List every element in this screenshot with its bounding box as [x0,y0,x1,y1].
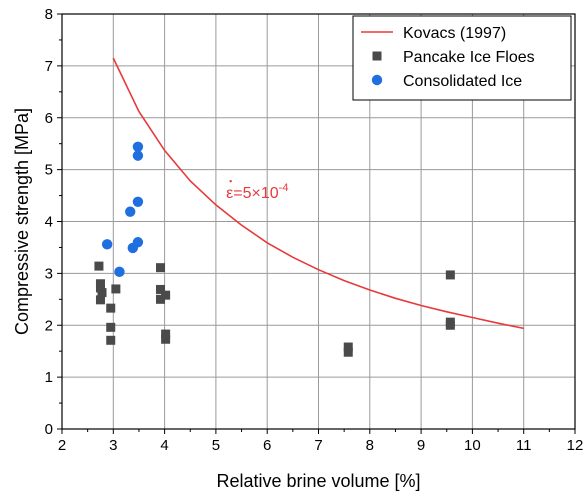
x-tick-label: 5 [212,437,220,454]
legend-label: Consolidated Ice [403,73,522,90]
kovacs-curve-layer [112,57,524,330]
legend-circle-swatch [371,74,383,86]
annotation-exponent: -4 [279,182,289,194]
y-tick-label: 1 [45,369,53,386]
x-tick-label: 9 [417,437,425,454]
pancake-ice-point [94,261,104,271]
y-tick-label: 3 [45,265,53,282]
legend: Kovacs (1997) Pancake Ice Floes Consolidat… [352,15,572,101]
pancake-ice-point [155,284,165,294]
strain-rate-annotation: ε=5×10-4 [226,179,288,202]
y-tick-label: 0 [45,421,53,438]
data-points-layer [94,141,455,357]
x-tick-label: 6 [263,437,271,454]
legend-label: Pancake Ice Floes [403,49,535,66]
consolidated-ice-point [132,141,144,152]
annotation-text: ε=5×10-4 [226,182,288,202]
consolidated-ice-point [132,150,144,161]
x-tick-label: 8 [366,437,374,454]
pancake-ice-point [161,334,171,344]
consolidated-ice-point [125,206,136,217]
x-tick-label: 7 [314,437,322,454]
y-tick-label: 5 [45,162,53,179]
strain-rate-dot [229,179,232,183]
legend-square-swatch [372,51,382,61]
annotation-base: ε=5×10 [226,185,279,202]
legend-item: Consolidated Ice [371,73,522,90]
consolidated-ice-point [101,239,113,250]
consolidated-ice-point [132,196,144,207]
y-tick-label: 8 [45,6,53,23]
pancake-ice-point [343,342,353,352]
legend-label: Kovacs (1997) [403,25,506,42]
legend-box [352,15,572,101]
legend-item: Kovacs (1997) [361,25,506,42]
pancake-ice-point [106,322,116,332]
pancake-ice-point [97,288,107,298]
pancake-ice-point [445,320,455,330]
y-axis-label: Compressive strength [MPa] [12,108,32,335]
pancake-ice-point [161,329,171,339]
y-tick-label: 6 [45,110,53,127]
legend-item: Pancake Ice Floes [372,49,535,66]
pancake-ice-point [106,335,116,345]
pancake-ice-point [343,347,353,357]
consolidated-ice-point [132,237,144,248]
y-tick-label: 4 [45,214,53,231]
x-tick-label: 2 [58,437,66,454]
kovacs-curve [112,57,524,330]
y-tick-label: 7 [45,58,53,75]
legend-items: Kovacs (1997) Pancake Ice Floes Consolidat… [361,25,535,90]
y-tick-label: 2 [45,317,53,334]
x-tick-label: 12 [567,437,584,454]
axis-ticks [57,13,576,434]
x-tick-label: 3 [109,437,117,454]
pancake-ice-point [445,270,455,280]
pancake-ice-point [155,263,165,273]
x-tick-label: 11 [516,437,532,454]
pancake-ice-point [161,290,171,300]
pancake-ice-point [95,295,105,305]
x-axis-label: Relative brine volume [%] [216,471,420,491]
pancake-ice-point [106,303,116,313]
pancake-ice-point [111,284,121,294]
consolidated-ice-point [114,266,125,278]
pancake-ice-point [155,294,165,304]
x-tick-label: 10 [464,437,481,454]
pancake-ice-point [95,283,105,293]
x-tick-label: 4 [160,437,168,454]
